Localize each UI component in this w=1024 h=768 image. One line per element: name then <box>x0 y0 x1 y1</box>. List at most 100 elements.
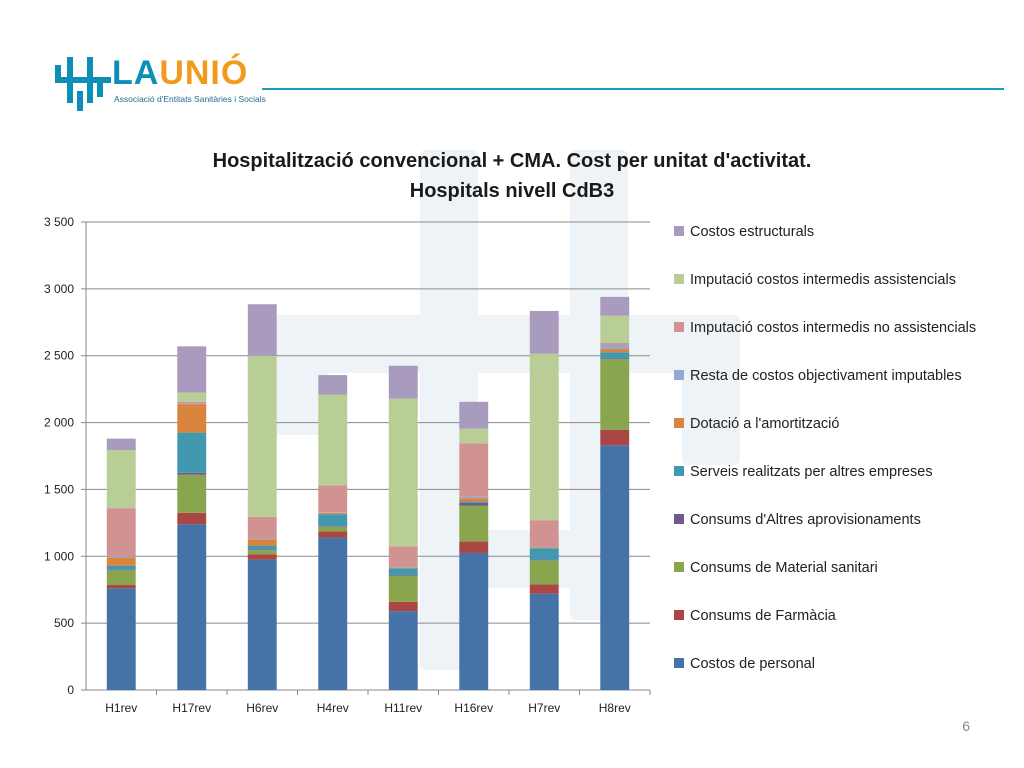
legend-swatch <box>674 610 684 620</box>
legend-label: Costos de personal <box>690 656 815 672</box>
bar-segment <box>459 552 489 690</box>
legend-swatch <box>674 322 684 332</box>
y-tick-label: 1 500 <box>44 482 74 496</box>
legend-label: Consums de Material sanitari <box>690 560 878 576</box>
bar-segment <box>600 349 630 353</box>
y-tick-label: 3 500 <box>44 215 74 229</box>
legend-swatch <box>674 370 684 380</box>
y-tick-label: 3 000 <box>44 282 74 296</box>
bar-segment <box>318 526 348 532</box>
bar-segment <box>177 346 207 393</box>
bar-segment <box>106 570 136 586</box>
chart-title: Hospitalització convencional + CMA. Cost… <box>100 146 924 206</box>
bar-segment <box>600 359 630 430</box>
legend-swatch <box>674 226 684 236</box>
bar-segment <box>106 565 136 570</box>
x-tick-label: H16rev <box>454 701 493 715</box>
bar-segment <box>106 588 136 690</box>
logo-wordmark: LAUNIÓ <box>112 56 248 90</box>
bar-segment <box>318 394 348 486</box>
bar-segment <box>177 403 207 405</box>
legend-swatch <box>674 418 684 428</box>
legend-label: Resta de costos objectivament imputables <box>690 368 962 384</box>
bar-segment <box>388 566 418 568</box>
bar-segment <box>177 404 207 433</box>
bar-segment <box>388 601 418 612</box>
legend-label: Dotació a l'amortització <box>690 416 840 432</box>
bar-segment <box>388 365 418 399</box>
x-tick-label: H1rev <box>105 701 137 715</box>
bar-segment <box>177 474 207 513</box>
bar-segment <box>177 401 207 404</box>
page-number: 6 <box>962 718 970 734</box>
bar-segment <box>318 375 348 395</box>
legend-swatch <box>674 658 684 668</box>
legend-swatch <box>674 562 684 572</box>
logo-wordmark-accent: UNIÓ <box>159 54 249 92</box>
bar-segment <box>177 524 207 690</box>
bar-segment <box>388 575 418 602</box>
legend-label: Consums d'Altres aprovisionaments <box>690 512 921 528</box>
x-tick-label: H11rev <box>384 701 422 715</box>
bar-segment <box>600 429 630 446</box>
bar-segment <box>247 545 277 550</box>
bar-segment <box>459 443 489 497</box>
bar-segment <box>388 611 418 690</box>
bar-segment <box>600 352 630 359</box>
bar-segment <box>106 557 136 566</box>
x-tick-label: H17rev <box>172 701 211 715</box>
bar-segment <box>529 559 559 561</box>
bar-segment <box>106 438 136 450</box>
bar-segment <box>318 485 348 513</box>
bar-segment <box>106 569 136 571</box>
bar-segment <box>529 310 559 354</box>
x-tick-label: H7rev <box>528 701 560 715</box>
bar-segment <box>529 584 559 594</box>
bar-segment <box>318 531 348 538</box>
bar-segment <box>177 432 207 473</box>
y-tick-label: 1 000 <box>44 549 74 563</box>
bar-segment <box>600 343 630 346</box>
bar-segment <box>247 554 277 560</box>
bar-segment <box>600 315 630 344</box>
y-tick-label: 500 <box>54 616 74 630</box>
bar-segment <box>388 567 418 569</box>
x-tick-label: H6rev <box>246 701 278 715</box>
bar-segment <box>600 358 630 360</box>
bar-segment <box>106 585 136 589</box>
bar-segment <box>529 546 559 548</box>
bar-segment <box>247 304 277 356</box>
y-tick-label: 0 <box>67 683 74 697</box>
brand-logo: LAUNIÓ Associació d'Entitats Sanitàries … <box>52 50 266 112</box>
bar-segment <box>529 547 559 549</box>
bar-segment <box>318 512 348 515</box>
bar-segment <box>247 549 277 551</box>
legend-label: Serveis realitzats per altres empreses <box>690 464 933 480</box>
bar-segment <box>529 593 559 690</box>
bar-segment <box>318 514 348 527</box>
x-tick-label: H8rev <box>599 701 631 715</box>
bar-segment <box>106 556 136 558</box>
bar-segment <box>600 296 630 316</box>
bar-segment <box>459 501 489 503</box>
legend-label: Imputació costos intermedis no assistenc… <box>690 320 977 336</box>
la-unio-logo-icon <box>55 57 111 111</box>
y-tick-label: 2 500 <box>44 349 74 363</box>
bar-segment <box>318 537 348 690</box>
bar-segment <box>459 428 489 444</box>
bar-segment <box>318 526 348 527</box>
chart-title-line-1: Hospitalització convencional + CMA. Cost… <box>212 150 812 172</box>
bar-segment <box>318 512 348 513</box>
bar-segment <box>388 546 418 567</box>
bar-segment <box>529 520 559 547</box>
bar-segment <box>529 560 559 585</box>
bar-segment <box>459 505 489 542</box>
bar-segment <box>247 516 277 539</box>
bar-segment <box>177 512 207 525</box>
legend-swatch <box>674 466 684 476</box>
bar-segment <box>529 548 559 560</box>
bar-segment <box>247 559 277 690</box>
bar-segment <box>459 541 489 553</box>
